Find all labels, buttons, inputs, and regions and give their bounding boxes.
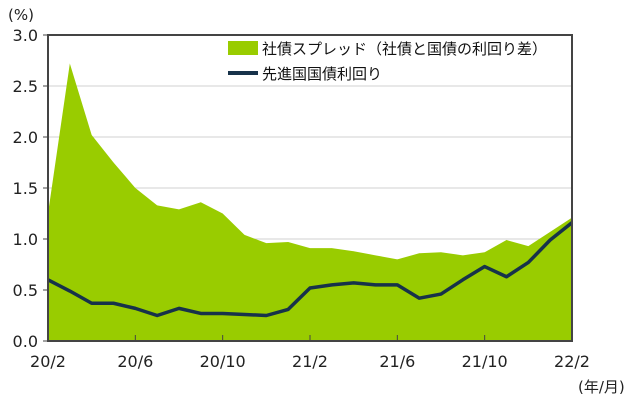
x-tick-label: 20/2 [30,352,66,371]
y-tick-label: 2.5 [13,77,38,96]
x-tick-label: 21/6 [379,352,415,371]
spread-area [48,63,572,342]
x-tick-label: 20/6 [117,352,153,371]
y-tick-label: 0.0 [13,332,38,351]
legend-label-yield: 先進国国債利回り [262,65,382,83]
y-unit-label: (%) [8,6,34,24]
y-tick-label: 1.0 [13,230,38,249]
y-tick-label: 0.5 [13,281,38,300]
legend-label-spread: 社債スプレッド（社債と国債の利回り差） [262,40,547,58]
legend: 社債スプレッド（社債と国債の利回り差） 先進国国債利回り [228,40,547,83]
x-tick-label: 21/10 [462,352,508,371]
y-tick-label: 2.0 [13,128,38,147]
x-unit-label: (年/月) [578,378,625,396]
x-tick-label: 22/2 [554,352,590,371]
y-tick-label: 1.5 [13,179,38,198]
y-tick-label: 3.0 [13,26,38,45]
x-tick-label: 20/10 [200,352,246,371]
legend-swatch-spread [228,41,258,55]
x-tick-label: 21/2 [292,352,328,371]
